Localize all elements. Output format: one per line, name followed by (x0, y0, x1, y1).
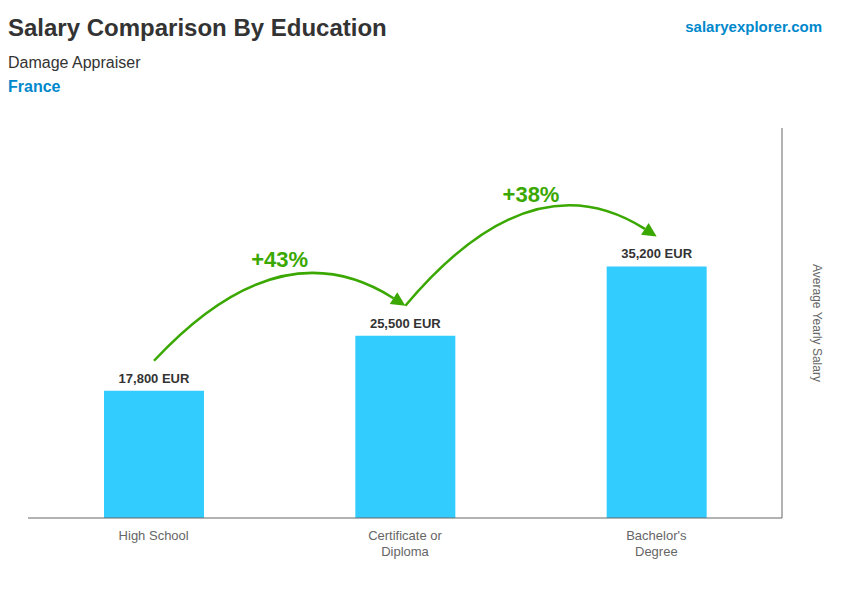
svg-text:25,500 EUR: 25,500 EUR (370, 316, 441, 331)
svg-text:Bachelor'sDegree: Bachelor'sDegree (626, 528, 687, 559)
svg-text:35,200 EUR: 35,200 EUR (621, 246, 692, 261)
svg-text:+38%: +38% (503, 182, 560, 207)
svg-text:17,800 EUR: 17,800 EUR (119, 371, 190, 386)
svg-text:Certificate orDiploma: Certificate orDiploma (368, 528, 442, 559)
html-text:Damage Appraiser: Damage Appraiser (8, 54, 141, 71)
html-text:Salary Comparison By Education: Salary Comparison By Education (8, 14, 387, 41)
svg-text:Average Yearly Salary: Average Yearly Salary (810, 264, 824, 382)
html-text:salaryexplorer.com: salaryexplorer.com (685, 18, 822, 35)
svg-text:High School: High School (119, 528, 189, 543)
html-text:France: France (8, 78, 61, 95)
svg-text:+43%: +43% (251, 247, 308, 272)
